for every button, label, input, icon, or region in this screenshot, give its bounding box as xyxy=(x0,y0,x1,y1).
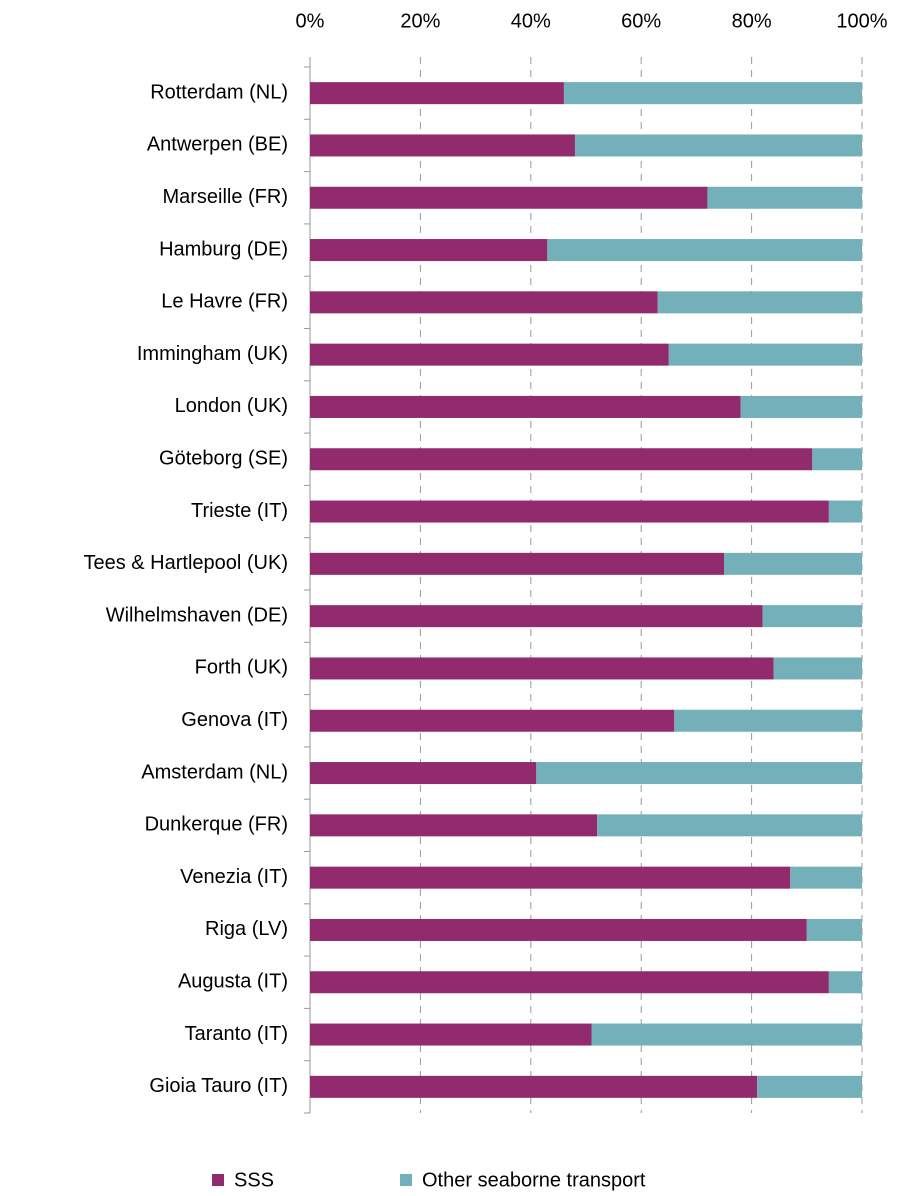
y-tick-label: Le Havre (FR) xyxy=(161,291,288,313)
bar-segment xyxy=(310,1023,592,1046)
bar-segment xyxy=(310,343,669,366)
bar-segment xyxy=(310,82,564,105)
x-tick-label: 0% xyxy=(296,10,325,32)
y-tick-label: Wilhelmshaven (DE) xyxy=(106,604,288,626)
bar-segment xyxy=(773,657,862,680)
bar-segment xyxy=(563,82,862,105)
bar-segment xyxy=(310,866,791,889)
y-tick-label: Immingham (UK) xyxy=(137,343,288,365)
legend-swatch xyxy=(212,1174,224,1186)
bar-segment xyxy=(724,552,862,575)
y-tick-label: London (UK) xyxy=(175,395,288,417)
bar-segment xyxy=(310,762,537,785)
x-tick-label: 100% xyxy=(836,10,887,32)
bar-segment xyxy=(310,134,575,157)
bar-segment xyxy=(806,918,862,941)
bar-segment xyxy=(790,866,862,889)
x-tick-label: 80% xyxy=(732,10,772,32)
x-tick-label: 40% xyxy=(511,10,551,32)
y-tick-label: Amsterdam (NL) xyxy=(141,761,288,783)
bar-segment xyxy=(310,657,774,680)
bar-segment xyxy=(740,395,862,418)
bar-segment xyxy=(597,814,862,837)
bar-segment xyxy=(812,448,862,471)
y-tick-label: Riga (LV) xyxy=(205,918,288,940)
bar-segment xyxy=(757,1075,862,1098)
y-tick-label: Hamburg (DE) xyxy=(159,238,288,260)
bar-segment xyxy=(668,343,862,366)
y-tick-label: Taranto (IT) xyxy=(185,1023,288,1045)
y-tick-label: Rotterdam (NL) xyxy=(150,81,288,103)
y-tick-label: Marseille (FR) xyxy=(162,186,288,208)
x-tick-label: 20% xyxy=(400,10,440,32)
legend-label: SSS xyxy=(234,1169,274,1191)
y-tick-label: Venezia (IT) xyxy=(180,866,288,888)
bar-segment xyxy=(674,709,862,732)
legend-label: Other seaborne transport xyxy=(422,1169,646,1191)
bar-segment xyxy=(310,500,829,523)
bar-segment xyxy=(310,971,829,994)
bar-segment xyxy=(310,1075,758,1098)
bar-segment xyxy=(828,500,862,523)
y-tick-label: Trieste (IT) xyxy=(191,500,288,522)
bar-segment xyxy=(828,971,862,994)
bar-segment xyxy=(310,395,741,418)
bar-segment xyxy=(310,239,548,262)
x-tick-label: 60% xyxy=(621,10,661,32)
bar-segment xyxy=(591,1023,862,1046)
bar-segment xyxy=(310,552,724,575)
bar-segment xyxy=(310,186,708,209)
bar-segment xyxy=(574,134,862,157)
y-tick-label: Forth (UK) xyxy=(195,657,288,679)
bar-segment xyxy=(707,186,862,209)
bar-segment xyxy=(310,814,598,837)
y-tick-label: Göteborg (SE) xyxy=(159,448,288,470)
bar-segment xyxy=(536,762,862,785)
bar-segment xyxy=(657,291,862,314)
bar-segment xyxy=(762,605,862,628)
y-tick-label: Dunkerque (FR) xyxy=(145,814,288,836)
y-tick-label: Augusta (IT) xyxy=(178,971,288,993)
bar-segment xyxy=(310,291,658,314)
bar-segment xyxy=(310,709,675,732)
y-tick-label: Gioia Tauro (IT) xyxy=(149,1075,288,1097)
legend-swatch xyxy=(400,1174,412,1186)
bar-segment xyxy=(310,918,807,941)
bar-segment xyxy=(310,605,763,628)
y-tick-label: Tees & Hartlepool (UK) xyxy=(83,552,288,574)
y-tick-label: Antwerpen (BE) xyxy=(147,134,288,156)
bar-segment xyxy=(310,448,813,471)
y-tick-label: Genova (IT) xyxy=(181,709,288,731)
bar-segment xyxy=(547,239,862,262)
